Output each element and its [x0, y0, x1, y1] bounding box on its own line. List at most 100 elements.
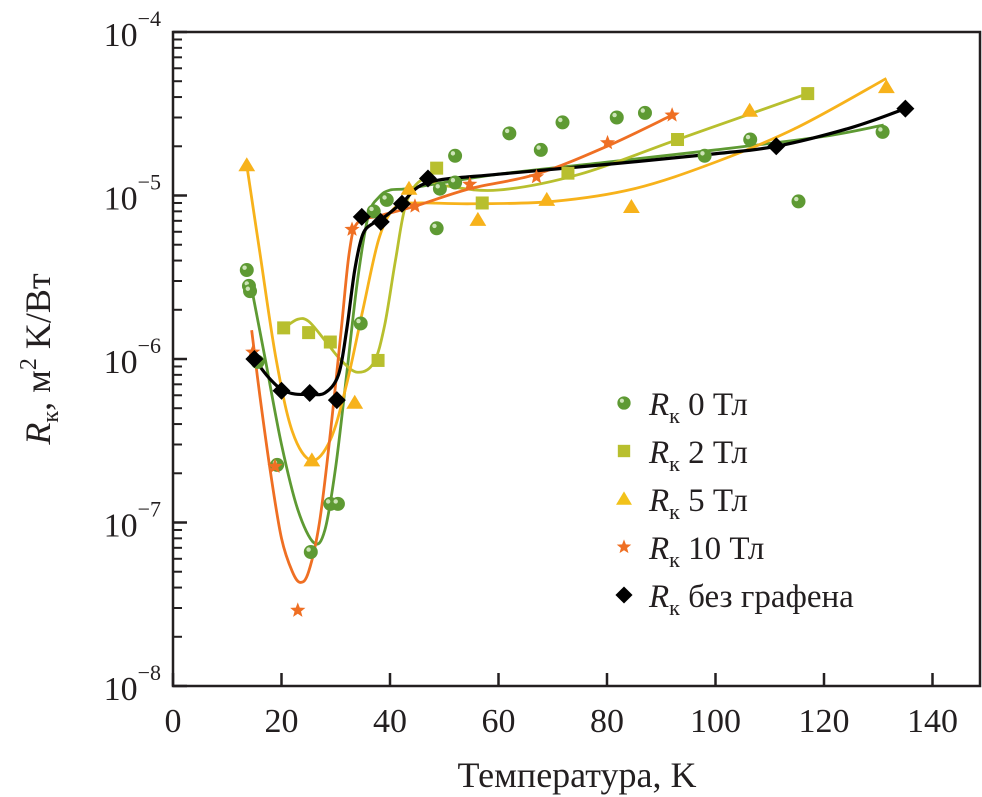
data-point-ball [875, 124, 890, 139]
y-axis-title: Rк, м2 K/Вт [16, 273, 64, 445]
legend: Rк 0 Тл Rк 2 Тл Rк 5 Тл Rк 10 Тл Rк без граф… [615, 387, 854, 620]
y-tick-label: 10−7 [104, 497, 161, 545]
x-tick-label: 0 [165, 703, 182, 740]
fit-curve-square [283, 92, 809, 374]
legend-marker-ball [617, 396, 631, 410]
data-point-diamond [418, 169, 437, 188]
data-point-ball-highlight [242, 265, 247, 270]
data-point-diamond [896, 99, 915, 118]
y-tick-label: 10−8 [104, 660, 161, 708]
data-point-ball [743, 132, 758, 147]
legend-item: Rк 2 Тл [617, 435, 748, 476]
data-point-ball-highlight [640, 108, 645, 113]
data-point-ball-highlight [536, 145, 541, 150]
legend-label: Rк 5 Тл [648, 483, 748, 524]
legend-marker-triangle [616, 491, 632, 505]
data-point-square [302, 326, 316, 340]
data-point-diamond [392, 194, 411, 213]
data-point-ball-highlight [700, 151, 705, 156]
data-point-ball-highlight [432, 223, 437, 229]
x-tick-label: 60 [482, 703, 516, 740]
x-tick-label: 20 [265, 703, 299, 740]
data-point-star [528, 168, 545, 184]
data-point-diamond [371, 212, 390, 231]
data-point-star [290, 602, 306, 617]
data-point-diamond [352, 207, 371, 226]
data-point-ball [609, 110, 624, 125]
data-point-square [277, 321, 291, 335]
data-point-ball [379, 192, 394, 207]
y-axis-ticks: 10−4 10−5 10−6 10−7 10−8 [104, 6, 187, 708]
data-point-diamond [300, 383, 319, 402]
legend-item: Rк 10 Тл [616, 531, 764, 572]
data-point-ball-highlight [558, 117, 563, 123]
data-point-ball-highlight [369, 206, 374, 212]
x-axis-title: Температура, K [458, 755, 697, 795]
legend-marker-ball-highlight [619, 398, 624, 403]
x-tick-label: 120 [799, 703, 850, 740]
data-point-star [664, 107, 680, 122]
data-point-ball [533, 142, 548, 157]
x-axis-ticks: 0 20 40 60 80 100 120 140 [165, 673, 958, 740]
data-point-triangle [538, 191, 556, 206]
legend-label: Rк 10 Тл [648, 531, 764, 572]
data-point-ball [697, 148, 712, 163]
data-point-triangle [400, 180, 418, 195]
data-point-ball-highlight [382, 195, 387, 200]
data-point-triangle [469, 211, 487, 226]
y-axis-unit-m: , м [18, 370, 58, 411]
data-point-square [371, 353, 385, 367]
data-point-triangle [238, 157, 256, 172]
data-point-star [344, 221, 360, 236]
data-point-square [561, 166, 575, 180]
data-point-square [323, 335, 337, 349]
data-point-triangle [741, 102, 759, 117]
legend-marker-square [617, 444, 631, 458]
data-point-ball-highlight [878, 127, 883, 132]
data-point-ball [429, 221, 444, 236]
fit-curve-diamond [253, 107, 906, 397]
data-point-ball-highlight [306, 547, 311, 552]
y-axis-unit-tail: K/Вт [18, 273, 58, 358]
legend-marker-star [616, 539, 632, 554]
data-point-ball-highlight [450, 177, 456, 183]
legend-label: Rк без графена [648, 579, 854, 620]
data-point-ball [353, 316, 368, 331]
x-tick-label: 100 [690, 703, 741, 740]
y-axis-symbol: R [18, 423, 58, 446]
y-axis-subscript: к [38, 411, 64, 423]
data-point-ball-highlight [245, 286, 251, 291]
data-point-ball-highlight [504, 128, 510, 134]
data-point-ball [637, 105, 652, 120]
data-point-triangle [623, 199, 640, 214]
y-tick-label: 10−6 [104, 333, 161, 381]
fit-curve-star [250, 113, 673, 584]
x-tick-label: 140 [907, 703, 958, 740]
data-point-ball [502, 126, 517, 141]
data-point-ball-highlight [794, 196, 799, 202]
data-point-diamond [767, 137, 786, 156]
legend-item: Rк 0 Тл [617, 387, 748, 428]
data-point-square [475, 196, 489, 210]
data-point-ball [448, 148, 463, 163]
data-point-star [245, 344, 261, 359]
data-point-ball [432, 181, 447, 196]
y-axis-superscript: 2 [16, 358, 42, 370]
data-point-triangle [346, 394, 364, 409]
data-point-ball [243, 284, 258, 299]
data-point-ball [239, 263, 254, 278]
fit-curves [245, 77, 906, 584]
data-point-star [267, 458, 283, 473]
legend-item: Rк 5 Тл [616, 483, 748, 524]
data-point-star [599, 134, 616, 150]
data-point-star [462, 176, 478, 191]
data-point-triangle [877, 79, 895, 94]
data-point-ball-highlight [745, 134, 751, 140]
data-point-ball [448, 175, 463, 190]
data-point-ball-highlight [435, 184, 440, 189]
data-point-ball [330, 496, 345, 511]
data-point-ball [791, 194, 806, 209]
x-tick-label: 40 [373, 703, 407, 740]
svg-text:Rк, м2 K/Вт: Rк, м2 K/Вт [16, 273, 64, 445]
data-point-ball-highlight [333, 499, 338, 504]
